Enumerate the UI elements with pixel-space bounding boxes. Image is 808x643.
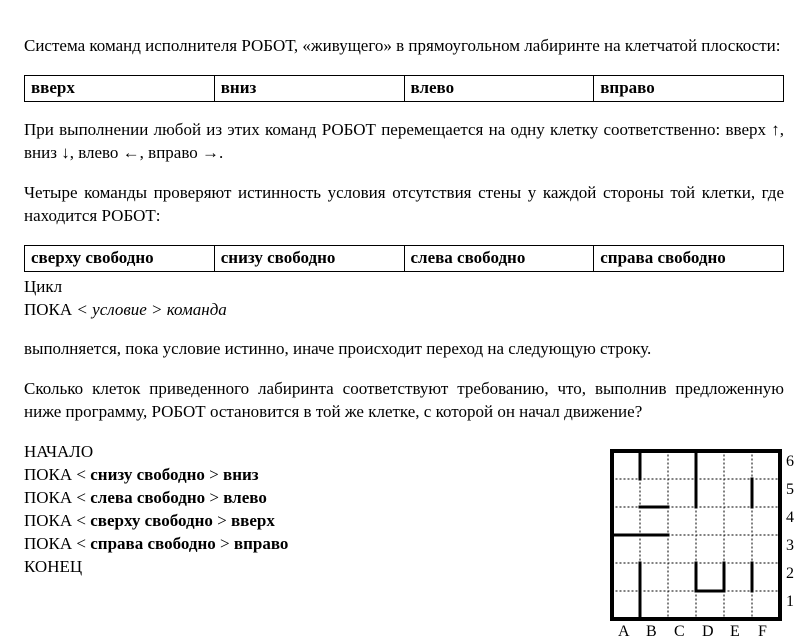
- program-line: ПОКА < сверху свободно > вверх: [24, 510, 578, 533]
- check-cmd-cell: снизу свободно: [214, 245, 404, 271]
- maze-col-label: F: [758, 621, 767, 643]
- move-commands-table: вверх вниз влево вправо: [24, 75, 784, 102]
- loop-syntax-prefix: ПОКА: [24, 300, 76, 319]
- program-mid: >: [216, 534, 234, 553]
- maze-row-label: 1: [786, 591, 794, 613]
- move-cmd-cell: влево: [404, 75, 594, 101]
- maze-svg: [608, 447, 784, 623]
- maze-col-label: B: [646, 621, 657, 643]
- program-cmd: вверх: [231, 511, 275, 530]
- program-pre: ПОКА <: [24, 488, 90, 507]
- program-cond: слева свободно: [90, 488, 205, 507]
- program-end: КОНЕЦ: [24, 556, 578, 579]
- program-line: ПОКА < снизу свободно > вниз: [24, 464, 578, 487]
- maze-row-label: 4: [786, 507, 794, 529]
- program-cond: сверху свободно: [90, 511, 213, 530]
- loop-word: Цикл: [24, 276, 784, 299]
- move-cmd-cell: вверх: [25, 75, 215, 101]
- check-cmd-cell: сверху свободно: [25, 245, 215, 271]
- maze-container: 654321ABCDEF: [608, 447, 784, 623]
- check-cmd-cell: слева свободно: [404, 245, 594, 271]
- intro-text: Система команд исполнителя РОБОТ, «живущ…: [24, 35, 784, 58]
- program-pre: ПОКА <: [24, 511, 90, 530]
- maze-col-label: C: [674, 621, 685, 643]
- maze-row-label: 6: [786, 451, 794, 473]
- moves-explanation: При выполнении любой из этих команд РОБО…: [24, 119, 784, 165]
- program-cond: снизу свободно: [90, 465, 205, 484]
- program-pre: ПОКА <: [24, 465, 90, 484]
- move-cmd-cell: вправо: [594, 75, 784, 101]
- maze-row-label: 3: [786, 535, 794, 557]
- question-text: Сколько клеток приведенного лабиринта со…: [24, 378, 784, 424]
- program-line: ПОКА < слева свободно > влево: [24, 487, 578, 510]
- move-cmd-cell: вниз: [214, 75, 404, 101]
- program-block: НАЧАЛО ПОКА < снизу свободно > вниз ПОКА…: [24, 441, 578, 579]
- maze-col-label: E: [730, 621, 740, 643]
- check-cmd-cell: справа свободно: [594, 245, 784, 271]
- maze-row-label: 5: [786, 479, 794, 501]
- loop-syntax-cond: < условие > команда: [76, 300, 226, 319]
- program-cmd: влево: [223, 488, 267, 507]
- maze-col-label: A: [618, 621, 630, 643]
- program-cond: справа свободно: [90, 534, 216, 553]
- program-mid: >: [205, 488, 223, 507]
- program-pre: ПОКА <: [24, 534, 90, 553]
- program-cmd: вниз: [223, 465, 259, 484]
- program-begin: НАЧАЛО: [24, 441, 578, 464]
- loop-description: выполняется, пока условие истинно, иначе…: [24, 338, 784, 361]
- program-mid: >: [213, 511, 231, 530]
- check-commands-table: сверху свободно снизу свободно слева сво…: [24, 245, 784, 272]
- program-cmd: вправо: [234, 534, 289, 553]
- check-intro: Четыре команды проверяют истинность усло…: [24, 182, 784, 228]
- program-line: ПОКА < справа свободно > вправо: [24, 533, 578, 556]
- program-mid: >: [205, 465, 223, 484]
- maze-row-label: 2: [786, 563, 794, 585]
- maze-col-label: D: [702, 621, 714, 643]
- loop-syntax: ПОКА < условие > команда: [24, 299, 784, 322]
